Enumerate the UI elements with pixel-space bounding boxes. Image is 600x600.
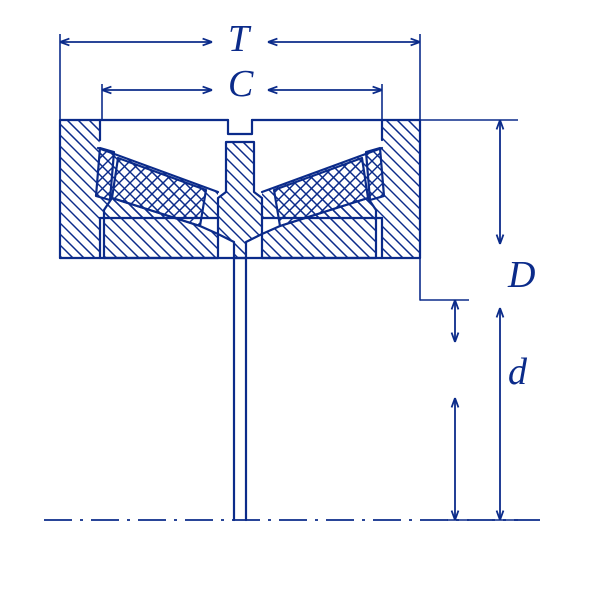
- label-T: T: [228, 17, 249, 61]
- bearing-cross-section-diagram: [0, 0, 600, 600]
- label-D: D: [508, 253, 535, 297]
- label-d: d: [508, 350, 527, 394]
- label-C: C: [228, 62, 253, 106]
- diagram-container: T C D d: [0, 0, 600, 600]
